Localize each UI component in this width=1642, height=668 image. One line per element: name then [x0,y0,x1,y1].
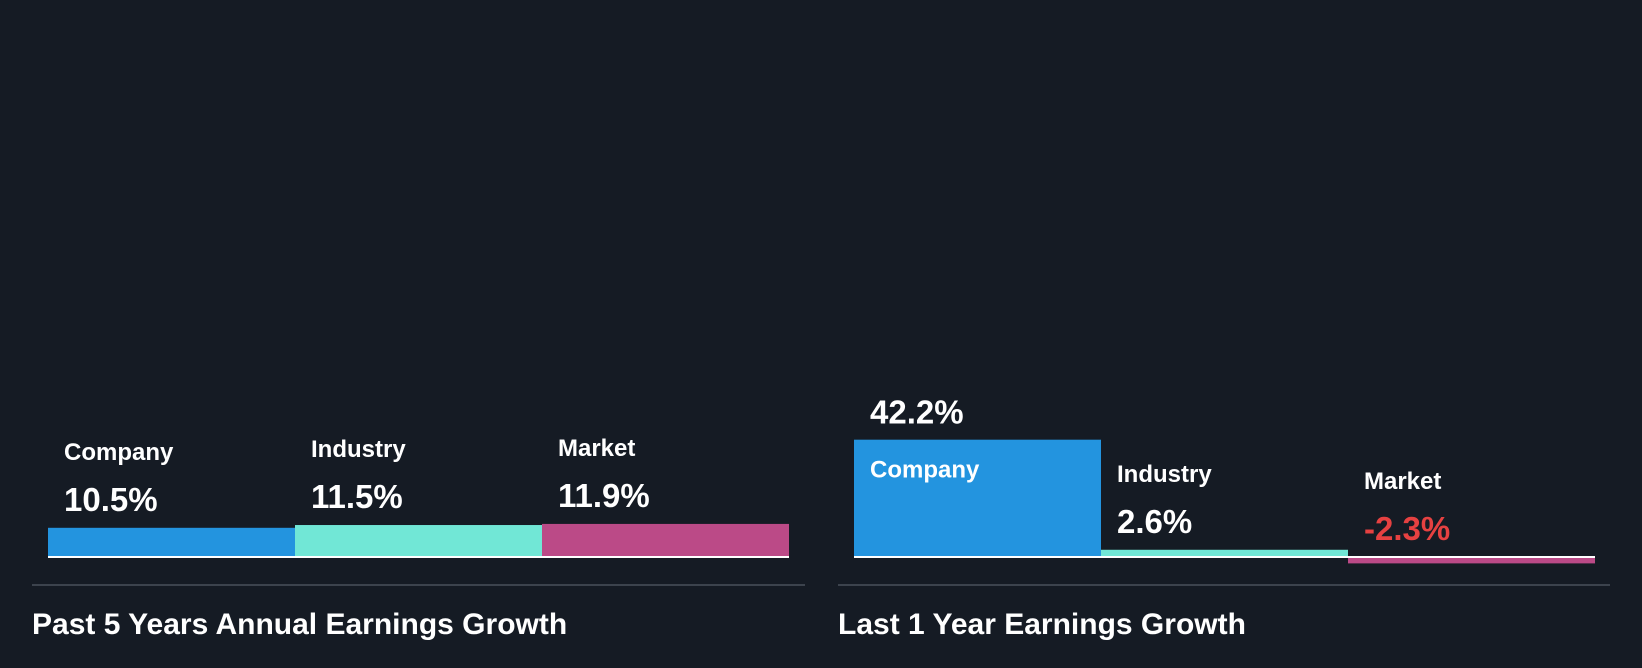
bar-industry [295,525,542,557]
chart-title-last-1-year: Last 1 Year Earnings Growth [838,608,1246,641]
category-label-industry: Industry [311,436,406,463]
value-label-market: -2.3% [1364,510,1450,547]
category-label-industry: Industry [1117,461,1212,488]
bar-company [48,527,295,557]
value-label-company: 10.5% [64,481,158,518]
chart-last-1-year: 42.2% Company 2.6% Industry -2.3% Market [838,394,1610,586]
value-label-industry: 11.5% [311,478,403,515]
bar-market [1348,557,1595,564]
value-label-market: 11.9% [558,477,650,514]
chart-past-5-years: 10.5% Company 11.5% Industry 11.9% Market [32,435,805,586]
category-label-market: Market [1364,468,1441,495]
chart-title-past-5-years: Past 5 Years Annual Earnings Growth [32,608,567,641]
value-label-company: 42.2% [870,394,964,431]
category-label-company: Company [64,439,174,466]
category-label-company: Company [870,457,980,484]
value-label-industry: 2.6% [1117,503,1192,540]
bar-industry [1101,549,1348,557]
bar-company [854,439,1101,557]
bar-market [542,523,789,557]
category-label-market: Market [558,435,635,462]
